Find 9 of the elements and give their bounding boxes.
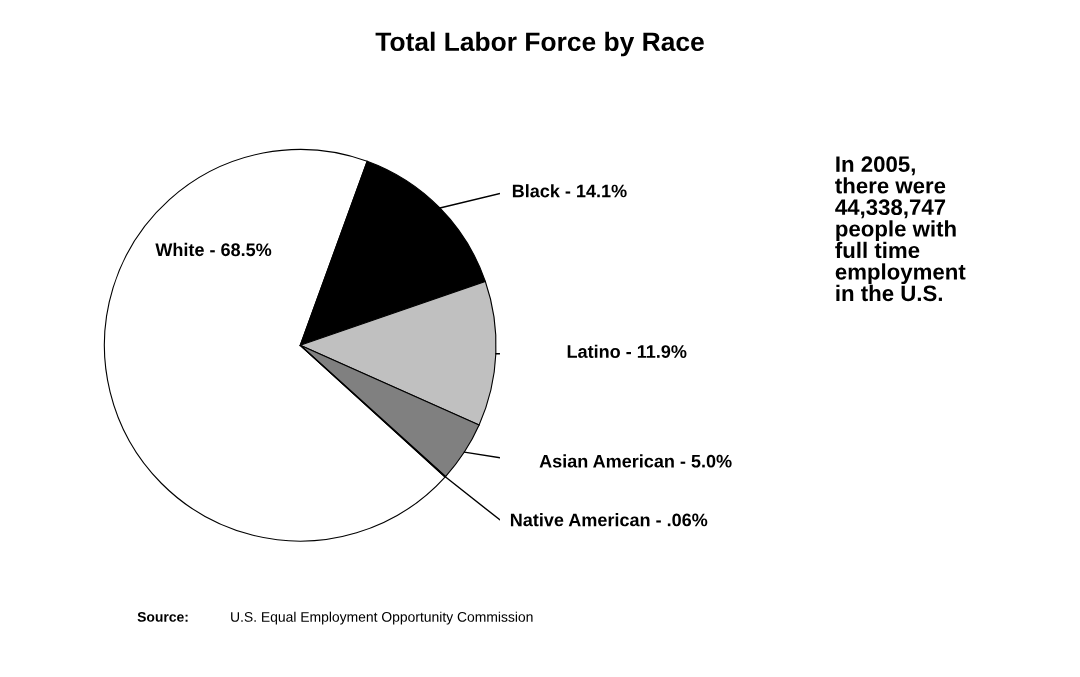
chart-title: Total Labor Force by Race xyxy=(375,31,704,57)
slice-label: Native American - .06% xyxy=(510,513,708,527)
slice-label: White - 68.5% xyxy=(155,242,272,257)
slice-label: Asian American - 5.0% xyxy=(539,454,732,468)
source-note: Source: xyxy=(137,611,188,622)
slice-label: Black - 14.1% xyxy=(512,184,627,198)
text: In 2005, there were 44,338,747 people with full time employment in the U.S. xyxy=(835,156,966,302)
slice-label: Latino - 11.9% xyxy=(567,344,687,358)
text: U.S. Equal Employment Opportunity Commission xyxy=(231,611,533,625)
